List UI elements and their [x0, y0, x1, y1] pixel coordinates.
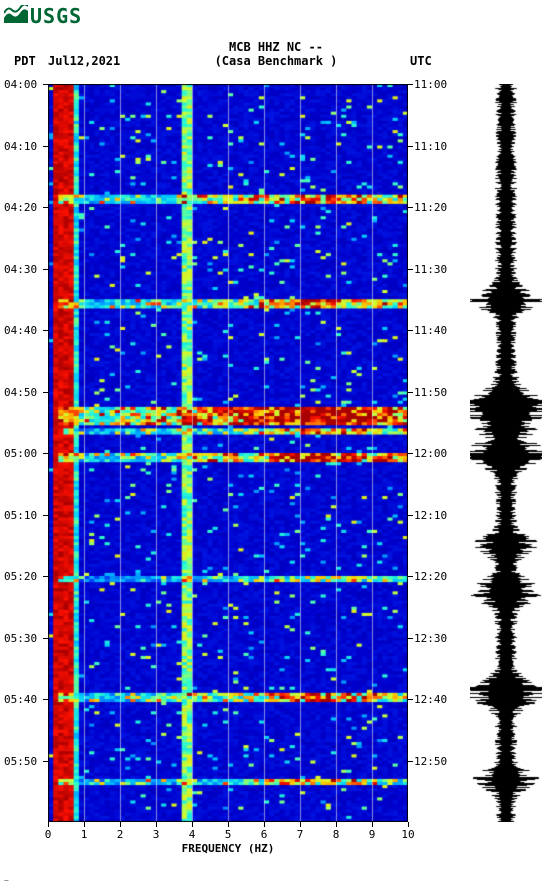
- ytick-left: 05:50: [4, 755, 37, 768]
- ytick-left: 04:50: [4, 386, 37, 399]
- usgs-text: USGS: [30, 4, 82, 28]
- xtick: 4: [189, 828, 196, 841]
- xtick: 6: [261, 828, 268, 841]
- ytick-left: 05:10: [4, 509, 37, 522]
- ytick-right: 12:40: [414, 693, 447, 706]
- ytick-left: 05:40: [4, 693, 37, 706]
- ytick-right: 11:40: [414, 324, 447, 337]
- ytick-right: 11:30: [414, 263, 447, 276]
- xtick-mark: [336, 822, 337, 827]
- ytick-right: 12:30: [414, 632, 447, 645]
- ytick-mark: [408, 576, 413, 577]
- ytick-mark: [43, 515, 48, 516]
- spectrogram-heatmap: [48, 84, 408, 822]
- xtick-mark: [228, 822, 229, 827]
- ytick-right: 12:10: [414, 509, 447, 522]
- ytick-mark: [408, 515, 413, 516]
- ytick-mark: [43, 576, 48, 577]
- plot-title-line1: MCB HHZ NC --: [0, 40, 552, 54]
- right-timezone-label: UTC: [410, 54, 432, 68]
- ytick-left: 05:30: [4, 632, 37, 645]
- ytick-mark: [408, 269, 413, 270]
- ytick-mark: [43, 453, 48, 454]
- xtick: 0: [45, 828, 52, 841]
- ytick-mark: [408, 330, 413, 331]
- xtick: 1: [81, 828, 88, 841]
- xtick-mark: [408, 822, 409, 827]
- xtick-mark: [192, 822, 193, 827]
- footer-mark: ~: [4, 876, 9, 885]
- xtick-mark: [84, 822, 85, 827]
- ytick-mark: [408, 84, 413, 85]
- xtick-mark: [300, 822, 301, 827]
- date-label: Jul12,2021: [48, 54, 120, 68]
- xtick: 5: [225, 828, 232, 841]
- ytick-mark: [408, 146, 413, 147]
- ytick-left: 04:10: [4, 140, 37, 153]
- ytick-mark: [43, 392, 48, 393]
- xtick: 2: [117, 828, 124, 841]
- ytick-right: 11:50: [414, 386, 447, 399]
- ytick-right: 11:10: [414, 140, 447, 153]
- usgs-wave-icon: [4, 5, 28, 27]
- xtick-mark: [120, 822, 121, 827]
- ytick-mark: [43, 269, 48, 270]
- ytick-right: 12:00: [414, 447, 447, 460]
- waveform-trace: [470, 84, 542, 822]
- ytick-mark: [43, 146, 48, 147]
- ytick-left: 04:20: [4, 201, 37, 214]
- ytick-mark: [43, 330, 48, 331]
- xtick: 9: [369, 828, 376, 841]
- ytick-mark: [43, 761, 48, 762]
- ytick-right: 12:20: [414, 570, 447, 583]
- xtick: 8: [333, 828, 340, 841]
- ytick-right: 11:20: [414, 201, 447, 214]
- ytick-mark: [43, 699, 48, 700]
- ytick-mark: [43, 638, 48, 639]
- xtick-mark: [156, 822, 157, 827]
- ytick-left: 04:30: [4, 263, 37, 276]
- ytick-left: 05:00: [4, 447, 37, 460]
- ytick-left: 04:00: [4, 78, 37, 91]
- page: { "logo_text": "USGS", "colors": { "usgs…: [0, 0, 552, 893]
- ytick-mark: [408, 699, 413, 700]
- xtick: 7: [297, 828, 304, 841]
- ytick-mark: [43, 207, 48, 208]
- ytick-mark: [43, 84, 48, 85]
- xtick-mark: [48, 822, 49, 827]
- left-timezone-label: PDT: [14, 54, 36, 68]
- ytick-left: 05:20: [4, 570, 37, 583]
- usgs-logo: USGS: [4, 4, 82, 28]
- ytick-right: 11:00: [414, 78, 447, 91]
- ytick-mark: [408, 207, 413, 208]
- xtick: 3: [153, 828, 160, 841]
- ytick-mark: [408, 453, 413, 454]
- ytick-mark: [408, 638, 413, 639]
- xtick: 10: [401, 828, 414, 841]
- ytick-mark: [408, 392, 413, 393]
- xtick-mark: [372, 822, 373, 827]
- ytick-right: 12:50: [414, 755, 447, 768]
- x-axis-label: FREQUENCY (HZ): [182, 842, 275, 855]
- xtick-mark: [264, 822, 265, 827]
- ytick-left: 04:40: [4, 324, 37, 337]
- ytick-mark: [408, 761, 413, 762]
